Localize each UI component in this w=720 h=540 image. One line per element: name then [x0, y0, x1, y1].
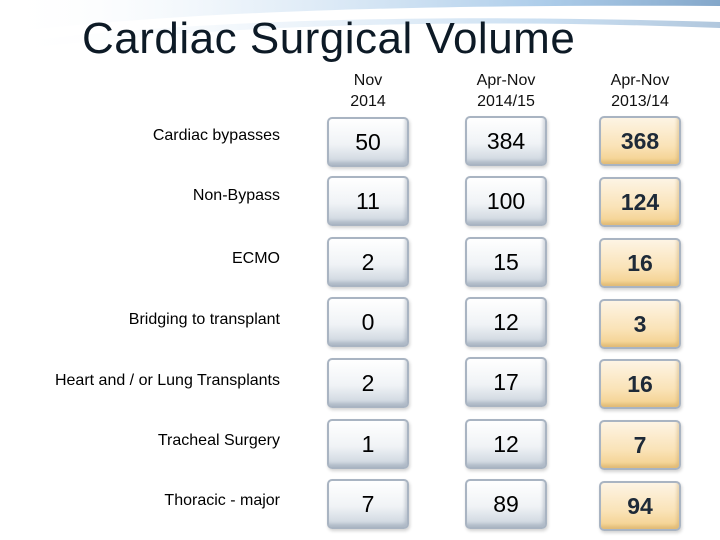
value-cell-apr-nov-2013-14: 124: [599, 177, 681, 227]
column-header-nov-2014: Nov 2014: [313, 70, 423, 112]
value-cell-nov-2014: 2: [327, 237, 409, 287]
value-cell-apr-nov-2014-15: 100: [465, 176, 547, 226]
row-label-bridging-to-transplant: Bridging to transplant: [128, 311, 280, 328]
column-header-apr-nov-2013-14: Apr-Nov 2013/14: [585, 70, 695, 112]
column-header-line1: Apr-Nov: [476, 72, 536, 89]
value-cell-nov-2014: 0: [327, 297, 409, 347]
column-header-apr-nov-2014-15: Apr-Nov 2014/15: [451, 70, 561, 112]
value-cell-apr-nov-2013-14: 368: [599, 116, 681, 166]
value-cell-apr-nov-2014-15: 12: [465, 297, 547, 347]
value-cell-nov-2014: 1: [327, 419, 409, 469]
header-swoosh: [0, 0, 720, 52]
value-cell-apr-nov-2014-15: 15: [465, 237, 547, 287]
value-cell-apr-nov-2013-14: 16: [599, 238, 681, 288]
row-label-heart-lung-transplants: Heart and / or Lung Transplants: [54, 372, 280, 389]
value-cell-nov-2014: 2: [327, 358, 409, 408]
value-cell-apr-nov-2014-15: 17: [465, 357, 547, 407]
value-cell-nov-2014: 50: [327, 117, 409, 167]
row-label-tracheal-surgery: Tracheal Surgery: [157, 432, 280, 449]
column-header-line2: 2013/14: [611, 93, 669, 110]
value-cell-apr-nov-2013-14: 94: [599, 481, 681, 531]
column-header-line2: 2014: [350, 93, 386, 110]
value-cell-nov-2014: 7: [327, 479, 409, 529]
value-cell-nov-2014: 11: [327, 176, 409, 226]
value-cell-apr-nov-2013-14: 16: [599, 359, 681, 409]
row-label-ecmo: ECMO: [232, 250, 280, 267]
value-cell-apr-nov-2013-14: 3: [599, 299, 681, 349]
value-cell-apr-nov-2014-15: 89: [465, 479, 547, 529]
value-cell-apr-nov-2013-14: 7: [599, 420, 681, 470]
column-header-line2: 2014/15: [477, 93, 535, 110]
row-label-thoracic-major: Thoracic - major: [164, 492, 280, 509]
page-title: Cardiac Surgical Volume: [82, 14, 576, 63]
row-label-cardiac-bypasses: Cardiac bypasses: [152, 127, 280, 144]
column-header-line1: Nov: [353, 72, 383, 89]
column-header-line1: Apr-Nov: [610, 72, 670, 89]
value-cell-apr-nov-2014-15: 12: [465, 419, 547, 469]
value-cell-apr-nov-2014-15: 384: [465, 116, 547, 166]
row-label-non-bypass: Non-Bypass: [192, 187, 280, 204]
